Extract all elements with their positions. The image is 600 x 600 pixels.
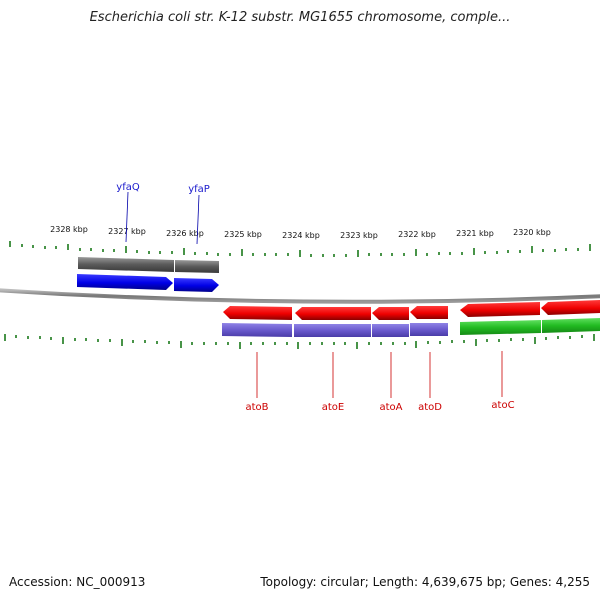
forward-cds (77, 274, 219, 292)
gene-bar-next[interactable] (542, 318, 600, 333)
forward-gene-bars (78, 257, 219, 273)
gene-bar-atoE[interactable] (294, 324, 371, 337)
upper-ticks (9, 241, 591, 257)
gene-bar-atoD[interactable] (410, 323, 448, 336)
scale-label-2322: 2322 kbp (398, 230, 436, 239)
scale-labels: 2328 kbp 2327 kbp 2326 kbp 2325 kbp 2324… (50, 225, 551, 240)
scale-label-2325: 2325 kbp (224, 230, 262, 239)
reverse-cds (223, 300, 600, 320)
reverse-gene-leaders (256, 351, 503, 398)
scale-label-2324: 2324 kbp (282, 231, 320, 240)
gene-label-atoD[interactable]: atoD (418, 402, 442, 413)
gene-bar-yfaQ[interactable] (78, 257, 174, 272)
gene-label-atoB[interactable]: atoB (245, 402, 268, 413)
leader-yfaQ (125, 191, 129, 243)
gene-bar-yfaP[interactable] (175, 260, 219, 273)
scale-label-2327: 2327 kbp (108, 227, 146, 236)
gene-label-yfaQ[interactable]: yfaQ (116, 182, 140, 193)
scale-label-2328: 2328 kbp (50, 225, 88, 234)
forward-gene-labels (125, 191, 200, 245)
cds-atoB[interactable] (223, 306, 292, 320)
gene-bar-atoA[interactable] (372, 324, 409, 337)
cds-yfaP[interactable] (174, 278, 219, 292)
scale-label-2323: 2323 kbp (340, 231, 378, 240)
topology-text: Topology: circular; Length: 4,639,675 bp… (260, 575, 590, 589)
cds-next[interactable] (541, 300, 600, 315)
chromosome-backbone (0, 288, 600, 304)
scale-label-2326: 2326 kbp (166, 229, 204, 238)
leader-yfaP (196, 194, 200, 245)
cds-atoC[interactable] (460, 302, 540, 317)
cds-atoE[interactable] (295, 307, 371, 320)
cds-atoA[interactable] (372, 307, 409, 320)
gene-label-atoC[interactable]: atoC (491, 400, 514, 411)
scale-label-2320: 2320 kbp (513, 228, 551, 237)
cds-atoD[interactable] (410, 306, 448, 319)
scale-label-2321: 2321 kbp (456, 229, 494, 238)
gene-label-yfaP[interactable]: yfaP (188, 184, 210, 195)
gene-bar-atoB[interactable] (222, 323, 292, 337)
lower-ticks (4, 334, 595, 349)
gene-label-atoE[interactable]: atoE (322, 402, 345, 413)
gene-label-atoA[interactable]: atoA (379, 402, 402, 413)
gene-bar-atoC[interactable] (460, 320, 541, 335)
cds-yfaQ[interactable] (77, 274, 173, 290)
map-title: Escherichia coli str. K-12 substr. MG165… (89, 10, 511, 25)
accession-text: Accession: NC_000913 (9, 575, 146, 589)
reverse-gene-bars (222, 318, 600, 337)
